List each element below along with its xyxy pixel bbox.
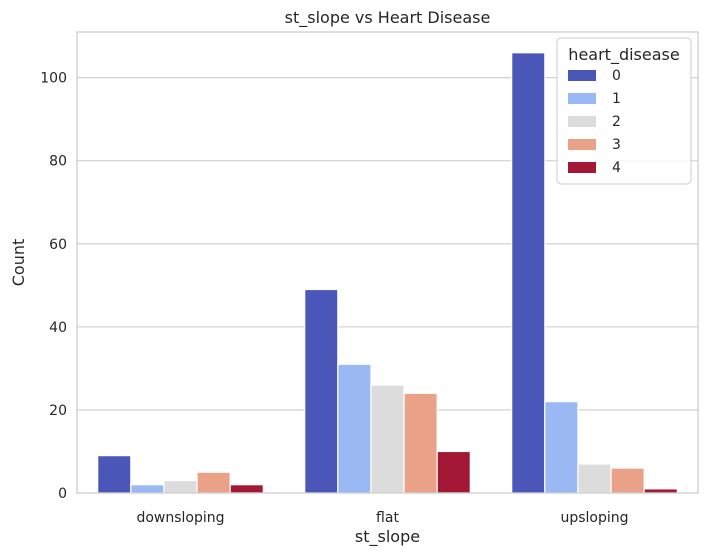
bar-downsloping-series-2 <box>163 479 198 494</box>
x-axis-label: st_slope <box>355 527 420 547</box>
plot-frame <box>76 31 699 494</box>
bar-downsloping-series-0 <box>97 455 132 494</box>
y-ticks: 0 20 40 60 80 100 <box>40 71 67 502</box>
y-axis-label: Count <box>9 239 28 287</box>
legend-swatch <box>568 70 596 81</box>
legend-label: 4 <box>612 160 621 176</box>
y-tick-label: 60 <box>49 237 67 253</box>
legend-swatch <box>568 93 596 104</box>
legend-swatch <box>568 162 596 173</box>
x-ticks: downsloping flat upsloping <box>136 510 628 526</box>
bar-upsloping-series-2 <box>577 463 612 494</box>
legend-label: 2 <box>612 114 621 130</box>
x-tick-label: flat <box>376 510 399 526</box>
legend-label: 3 <box>612 137 621 153</box>
legend-title: heart_disease <box>568 45 679 65</box>
legend-swatch <box>568 116 596 127</box>
legend-label: 0 <box>612 68 621 84</box>
y-tick-label: 20 <box>49 403 67 419</box>
legend: heart_disease 0 1 2 3 4 <box>556 37 692 185</box>
bar-downsloping-series-3 <box>196 471 231 494</box>
bar-upsloping-series-0 <box>511 52 546 494</box>
bar-downsloping-series-1 <box>130 484 165 494</box>
chart-title: st_slope vs Heart Disease <box>285 8 491 28</box>
bar-downsloping-series-4 <box>229 484 264 494</box>
bar-flat-series-2 <box>370 384 405 494</box>
bar-upsloping-series-1 <box>544 401 579 494</box>
bar-flat-series-3 <box>403 392 438 494</box>
x-tick-label: downsloping <box>136 510 224 526</box>
x-tick-label: upsloping <box>560 510 628 526</box>
bar-flat-series-0 <box>304 288 339 494</box>
y-tick-label: 0 <box>58 486 67 502</box>
bar-flat-series-1 <box>337 363 372 494</box>
y-tick-label: 100 <box>40 71 67 87</box>
legend-swatch <box>568 139 596 150</box>
bar-upsloping-series-3 <box>610 467 645 494</box>
legend-label: 1 <box>612 91 621 107</box>
y-tick-label: 40 <box>49 320 67 336</box>
y-tick-label: 80 <box>49 154 67 170</box>
bars <box>97 52 678 494</box>
bar-flat-series-4 <box>436 450 471 494</box>
